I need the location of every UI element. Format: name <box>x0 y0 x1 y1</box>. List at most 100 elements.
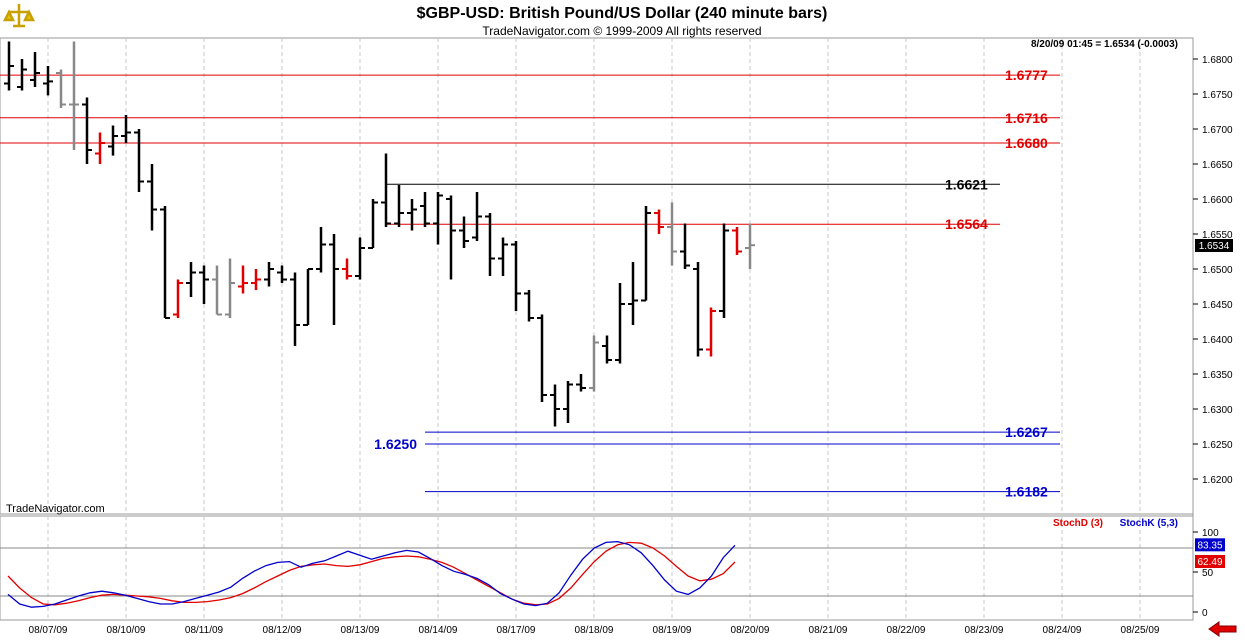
y-tick-label: 1.6550 <box>1202 230 1233 241</box>
y-tick-label: 1.6600 <box>1202 195 1233 206</box>
ohlc-bar <box>95 132 105 164</box>
x-tick-label: 08/11/09 <box>185 625 224 636</box>
ohlc-bar <box>238 265 248 294</box>
logo-icon <box>2 2 36 32</box>
last-quote: 8/20/09 01:45 = 1.6534 (-0.0003) <box>1031 39 1178 50</box>
ohlc-bar <box>147 164 157 231</box>
ohlc-bar <box>251 269 261 290</box>
ohlc-bar <box>264 262 274 287</box>
ohlc-bar <box>511 241 521 311</box>
level-label: 1.6716 <box>1005 110 1048 126</box>
y-tick-label: 1.6300 <box>1202 405 1233 416</box>
value-tag <box>1195 538 1225 552</box>
ohlc-bar <box>225 258 235 318</box>
y-tick-label: 1.6250 <box>1202 440 1233 451</box>
x-tick-label: 08/07/09 <box>29 625 68 636</box>
y-tick-label: 1.6450 <box>1202 300 1233 311</box>
ohlc-bar <box>69 41 79 150</box>
scroll-left-arrow-icon[interactable] <box>1206 621 1238 637</box>
ohlc-bar <box>498 237 508 276</box>
ohlc-bar <box>4 41 14 91</box>
level-label: 1.6250 <box>374 436 417 452</box>
x-tick-label: 08/20/09 <box>731 625 770 636</box>
ohlc-bar <box>56 69 66 108</box>
x-tick-label: 08/17/09 <box>497 625 536 636</box>
y-tick-label: 1.6800 <box>1202 55 1233 66</box>
ohlc-bar <box>563 381 573 423</box>
ohlc-bar <box>693 262 703 357</box>
level-label: 1.6621 <box>945 176 988 192</box>
ohlc-bar <box>485 213 495 276</box>
ohlc-bar <box>316 227 326 273</box>
stochastic-panel <box>0 515 1194 621</box>
x-tick-label: 08/25/09 <box>1121 625 1160 636</box>
y-tick-label: 1.6500 <box>1202 265 1233 276</box>
ohlc-bar <box>121 115 131 143</box>
level-label: 1.6267 <box>1005 424 1048 440</box>
ohlc-bar <box>641 206 651 302</box>
ohlc-bar <box>134 129 144 192</box>
x-tick-label: 08/22/09 <box>887 625 926 636</box>
ohlc-bar <box>745 223 755 269</box>
ohlc-bar <box>719 223 729 318</box>
date-x-axis: 08/07/09 08/10/09 08/11/09 08/12/09 08/13/09… <box>29 625 1160 636</box>
ohlc-bar <box>550 384 560 427</box>
stoch-y-tick-label: 100 <box>1202 528 1219 539</box>
ohlc-bar <box>342 258 352 280</box>
stoch-y-tick-label: 0 <box>1202 608 1208 619</box>
ohlc-bar <box>576 374 586 392</box>
y-tick-label: 1.6200 <box>1202 475 1233 486</box>
stoch-series-line <box>7 540 736 608</box>
stoch-y-tick-label: 50 <box>1202 568 1214 579</box>
legend-stochd: StochD (3) <box>1053 518 1103 529</box>
ohlc-bar <box>667 202 677 266</box>
x-tick-label: 08/14/09 <box>419 625 458 636</box>
ohlc-bar <box>537 314 547 402</box>
ohlc-bar <box>407 199 417 231</box>
support-resistance-levels: 1.6777 1.6716 1.6680 1.6621 1.6564 1.6267 1.62… <box>0 67 1060 500</box>
ohlc-bar <box>628 262 638 325</box>
ohlc-bar <box>589 335 599 392</box>
ohlc-bar <box>602 335 612 364</box>
ohlc-bar <box>355 237 365 280</box>
ohlc-bar <box>30 52 40 87</box>
ohlc-bar <box>394 185 404 227</box>
x-tick-label: 08/23/09 <box>965 625 1004 636</box>
level-label: 1.6182 <box>1005 484 1048 500</box>
ohlc-bar <box>420 192 430 227</box>
legend-stochk: StochK (5,3) <box>1120 518 1178 529</box>
ohlc-bar <box>329 234 339 325</box>
current-price-label: 1.6534 <box>1199 241 1230 252</box>
ohlc-bars <box>4 41 755 427</box>
x-tick-label: 08/21/09 <box>809 625 848 636</box>
ohlc-bar <box>277 265 287 283</box>
stochastic-y-axis: 100 50 0 <box>0 528 1219 619</box>
ohlc-bar <box>459 216 469 248</box>
ohlc-bar <box>446 195 456 280</box>
x-tick-label: 08/19/09 <box>653 625 692 636</box>
x-tick-label: 08/12/09 <box>263 625 302 636</box>
level-label: 1.6777 <box>1005 67 1048 83</box>
y-tick-label: 1.6650 <box>1202 160 1233 171</box>
value-tag <box>1195 555 1225 568</box>
ohlc-bar <box>433 192 443 245</box>
value-tag-label: 62.49 <box>1197 557 1222 568</box>
level-label: 1.6680 <box>1005 135 1048 151</box>
x-tick-label: 08/24/09 <box>1043 625 1082 636</box>
ohlc-bar <box>680 223 690 269</box>
x-tick-label: 08/18/09 <box>575 625 614 636</box>
watermark: TradeNavigator.com <box>6 503 105 515</box>
ohlc-bar <box>160 206 170 319</box>
ohlc-bar <box>186 262 196 297</box>
chart-subtitle: TradeNavigator.com © 1999-2009 All right… <box>482 24 761 38</box>
ohlc-bar <box>82 97 92 164</box>
price-y-axis: 1.68001.67501.67001.66501.66001.65501.65… <box>1193 55 1233 486</box>
level-label: 1.6564 <box>945 216 988 232</box>
ohlc-bar <box>173 279 183 318</box>
ohlc-bar <box>212 265 222 316</box>
ohlc-bar <box>303 268 313 326</box>
ohlc-bar <box>732 227 742 255</box>
y-tick-label: 1.6350 <box>1202 370 1233 381</box>
ohlc-bar <box>706 307 716 357</box>
